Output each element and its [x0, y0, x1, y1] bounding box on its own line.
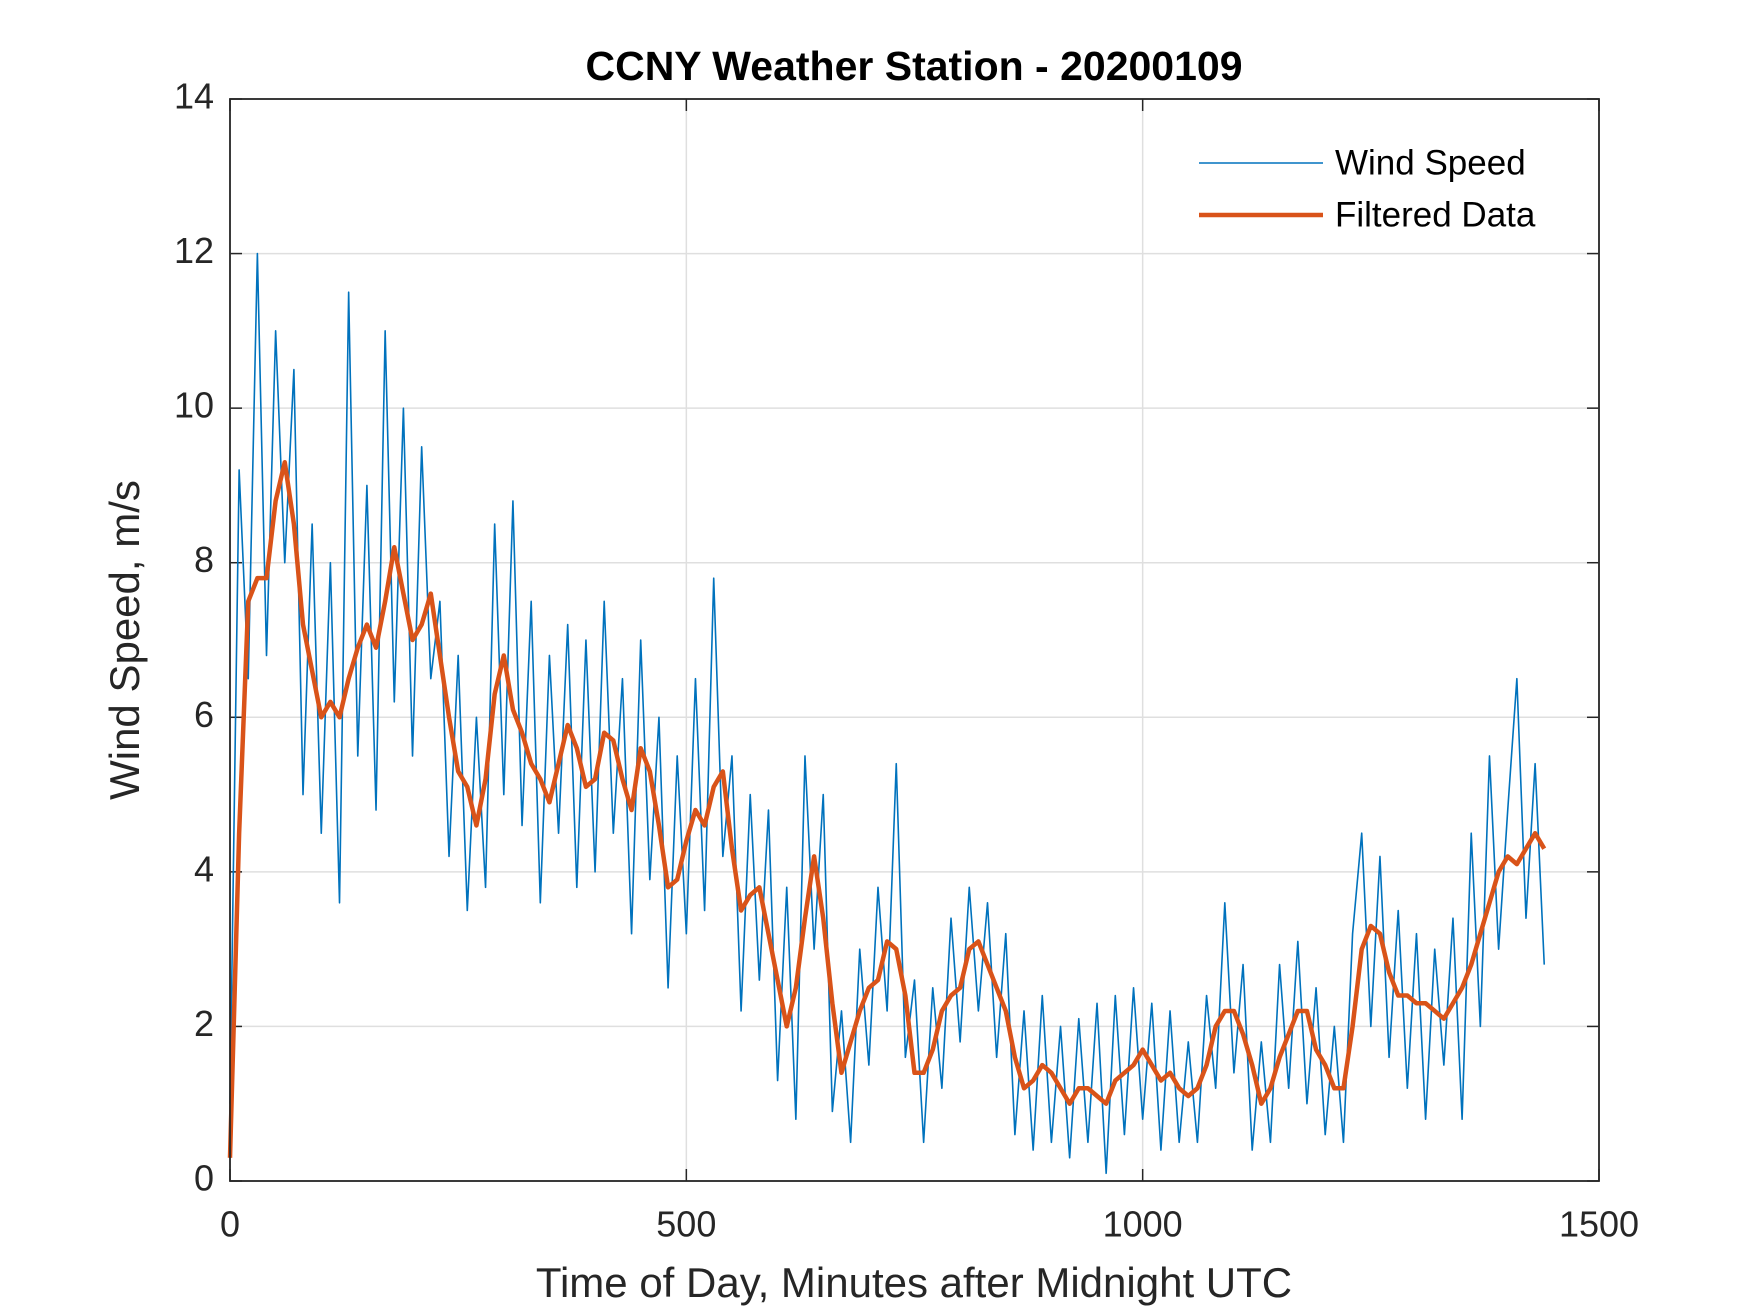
- plot-frame: [229, 98, 1600, 1182]
- y-tick-label: 10: [174, 385, 214, 426]
- y-tick-label: 0: [194, 1158, 214, 1199]
- y-tick-label: 6: [194, 694, 214, 735]
- x-tick-label: 1000: [1103, 1204, 1183, 1245]
- y-tick-label: 2: [194, 1003, 214, 1044]
- y-tick-label: 12: [174, 230, 214, 271]
- y-tick-label: 8: [194, 539, 214, 580]
- x-tick-label: 0: [220, 1204, 240, 1245]
- chart-title: CCNY Weather Station - 20200109: [585, 43, 1242, 89]
- x-axis-label: Time of Day, Minutes after Midnight UTC: [536, 1259, 1292, 1306]
- legend-label: Wind Speed: [1335, 143, 1526, 182]
- legend-label: Filtered Data: [1335, 195, 1536, 234]
- y-tick-label: 14: [174, 76, 214, 117]
- data-line: [229, 252, 1546, 1175]
- x-tick-label: 1500: [1559, 1204, 1639, 1245]
- y-tick-label: 4: [194, 848, 214, 889]
- y-axis-label: Wind Speed, m/s: [101, 480, 148, 800]
- x-tick-label: 500: [656, 1204, 716, 1245]
- data-line: [227, 459, 1547, 1158]
